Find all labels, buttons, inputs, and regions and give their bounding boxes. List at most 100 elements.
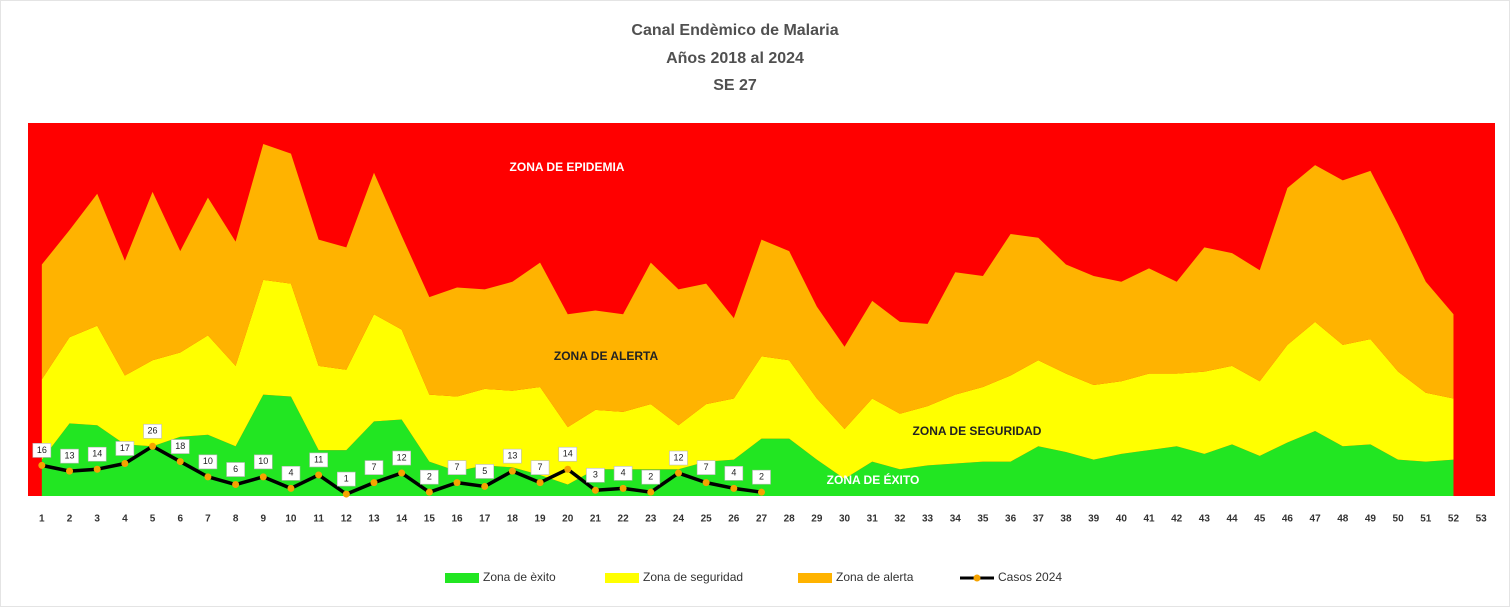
line-marker — [453, 479, 461, 487]
data-label-text: 14 — [92, 449, 102, 459]
data-label: 10 — [253, 454, 273, 470]
x-tick-label: 2 — [67, 514, 73, 525]
data-label: 13 — [60, 448, 79, 464]
line-marker — [647, 488, 655, 496]
line-marker — [481, 482, 489, 490]
line-marker — [93, 465, 101, 473]
x-tick-label: 36 — [1005, 514, 1017, 525]
x-tick-label: 5 — [150, 514, 156, 525]
legend-label: Zona de alerta — [836, 570, 914, 584]
line-marker — [370, 479, 378, 487]
x-tick-label: 15 — [424, 514, 436, 525]
data-label-box — [364, 460, 384, 475]
data-label: 1 — [337, 471, 356, 487]
data-label-box — [420, 469, 439, 485]
data-label: 10 — [198, 454, 218, 470]
line-marker — [259, 473, 267, 481]
x-tick-label: 43 — [1199, 514, 1211, 525]
data-label-text: 12 — [673, 452, 683, 462]
line-marker — [536, 479, 544, 487]
data-label: 4 — [281, 466, 301, 481]
x-tick-label: 29 — [811, 514, 823, 525]
x-tick-label: 17 — [479, 514, 491, 525]
x-tick-label: 25 — [701, 514, 713, 525]
data-label-text: 16 — [37, 445, 47, 455]
line-marker — [674, 469, 682, 477]
data-label-box — [669, 450, 688, 466]
x-tick-label: 38 — [1060, 514, 1072, 525]
data-label: 4 — [613, 466, 633, 481]
data-label-text: 7 — [538, 462, 543, 472]
line-marker — [66, 467, 74, 475]
x-tick-label: 52 — [1448, 514, 1460, 525]
data-label: 26 — [143, 423, 162, 439]
x-tick-label: 47 — [1310, 514, 1322, 525]
line-marker — [121, 459, 129, 467]
x-tick-label: 12 — [341, 514, 353, 525]
data-label-text: 7 — [455, 462, 460, 472]
x-tick-label: 53 — [1476, 514, 1488, 525]
data-label-text: 26 — [148, 426, 158, 436]
x-tick-label: 45 — [1254, 514, 1266, 525]
zone-label: ZONA DE ALERTA — [554, 349, 659, 363]
data-label-text: 2 — [759, 472, 764, 482]
zone-label: ZONA DE EPIDEMIA — [510, 160, 625, 174]
x-tick-label: 22 — [618, 514, 630, 525]
chart-title: Canal Endèmico de Malaria — [631, 22, 838, 39]
x-tick-label: 24 — [673, 514, 685, 525]
data-label: 14 — [87, 446, 107, 462]
area-0 — [41, 394, 1454, 496]
data-label: 12 — [669, 450, 688, 466]
data-label: 3 — [586, 467, 605, 483]
line-marker — [619, 484, 627, 492]
data-label-box — [752, 469, 771, 485]
data-label-box — [586, 467, 605, 483]
data-label-text: 5 — [482, 466, 487, 476]
data-label-text: 11 — [314, 454, 323, 464]
x-tick-label: 37 — [1033, 514, 1045, 525]
line-marker — [398, 469, 406, 477]
data-label: 18 — [170, 439, 190, 454]
data-label: 2 — [641, 469, 661, 485]
x-tick-label: 23 — [645, 514, 657, 525]
data-label-text: 4 — [731, 468, 736, 478]
x-tick-label: 6 — [177, 514, 183, 525]
data-label-box — [170, 439, 190, 454]
x-tick-label: 4 — [122, 514, 128, 525]
data-label: 7 — [447, 460, 467, 475]
x-tick-label: 21 — [590, 514, 602, 525]
x-tick-label: 31 — [867, 514, 879, 525]
data-label-box — [60, 448, 79, 464]
x-tick-label: 7 — [205, 514, 211, 525]
chart-subtitle: SE 27 — [713, 77, 757, 94]
x-tick-label: 26 — [728, 514, 740, 525]
data-label-box — [613, 466, 633, 481]
x-tick-label: 46 — [1282, 514, 1294, 525]
data-label-box — [337, 471, 356, 487]
data-label-box — [503, 448, 522, 464]
line-marker — [342, 490, 350, 498]
zone-label: ZONA DE SEGURIDAD — [913, 424, 1042, 438]
line-marker — [730, 484, 738, 492]
x-tick-label: 16 — [451, 514, 463, 525]
data-label: 5 — [475, 464, 495, 479]
x-tick-label: 48 — [1337, 514, 1349, 525]
data-label-text: 17 — [120, 443, 130, 453]
data-label: 6 — [226, 462, 245, 477]
data-label-text: 13 — [65, 451, 75, 461]
x-tick-label: 32 — [894, 514, 906, 525]
x-tick-label: 44 — [1226, 514, 1238, 525]
data-label-text: 14 — [563, 449, 573, 459]
data-label: 7 — [530, 460, 550, 475]
line-marker — [702, 479, 710, 487]
x-tick-label: 27 — [756, 514, 768, 525]
data-label: 4 — [724, 466, 744, 481]
x-tick-label: 33 — [922, 514, 934, 525]
data-label-text: 7 — [704, 462, 709, 472]
legend-marker — [973, 574, 981, 582]
data-label-box — [143, 423, 162, 439]
data-label-box — [198, 454, 218, 470]
x-tick-label: 9 — [260, 514, 266, 525]
line-marker — [287, 484, 295, 492]
